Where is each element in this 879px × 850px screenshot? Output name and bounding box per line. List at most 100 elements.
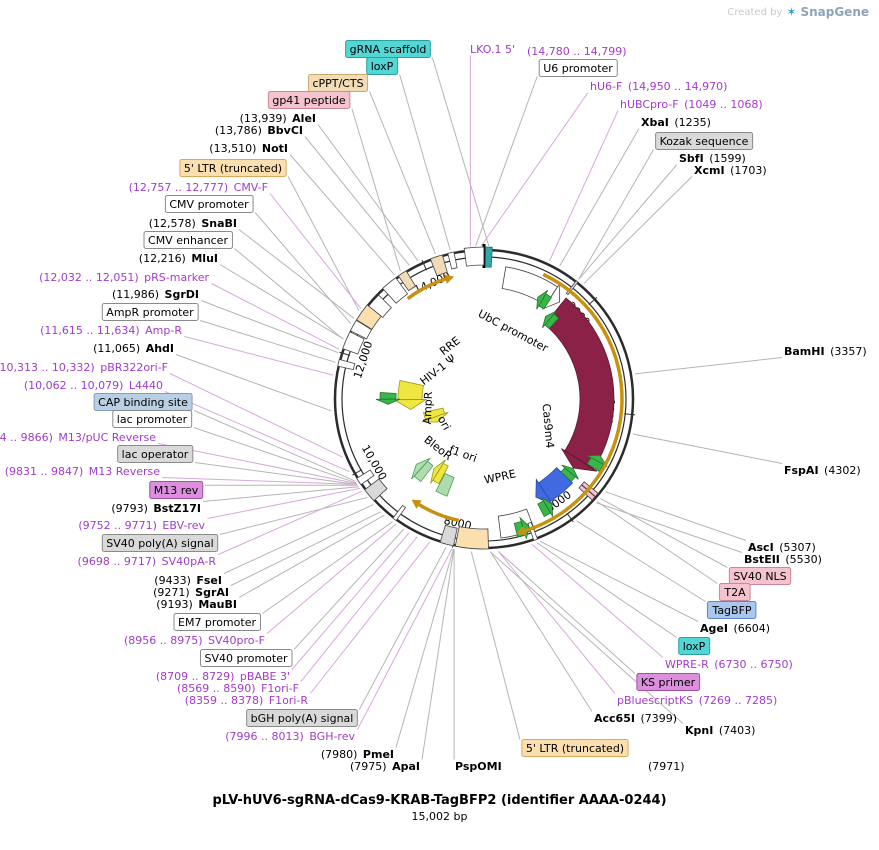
svg-text:(9433) FseI: (9433) FseI bbox=[154, 574, 222, 587]
svg-text:lac promoter: lac promoter bbox=[117, 413, 188, 426]
callout-tagbfp: TagBFP bbox=[706, 601, 757, 619]
feature-ori bbox=[423, 407, 446, 421]
feature-lac-region bbox=[356, 469, 375, 486]
tick-mark bbox=[421, 259, 428, 271]
callout-pmei: (7980) PmeI bbox=[321, 748, 394, 761]
svg-text:(11,986) SgrDI: (11,986) SgrDI bbox=[112, 288, 199, 301]
feature-green-2 bbox=[544, 313, 560, 330]
callout-f1ori-f: (8569 .. 8590) F1ori-F bbox=[177, 682, 299, 695]
feature-green-7 bbox=[379, 392, 397, 400]
svg-text:hU6-F (14,950 .. 14,970): hU6-F (14,950 .. 14,970) bbox=[590, 80, 727, 93]
inner-label-wpre: WPRE bbox=[483, 467, 517, 486]
leader-line bbox=[193, 410, 355, 482]
callout-sgrdi: (11,986) SgrDI bbox=[112, 288, 199, 301]
leader-line bbox=[605, 491, 747, 541]
feature-green-5-arrowhead bbox=[541, 497, 554, 517]
svg-text:AscI (5307): AscI (5307) bbox=[748, 541, 816, 554]
svg-text:cPPT/CTS: cPPT/CTS bbox=[312, 77, 363, 90]
callout-alei: (13,939) AleI bbox=[240, 112, 316, 125]
leader-line bbox=[238, 514, 385, 598]
inner-label-ori: ori bbox=[435, 414, 453, 433]
svg-text:loxP: loxP bbox=[683, 640, 706, 653]
leader-line bbox=[597, 501, 718, 584]
callout-apai: (7975) ApaI bbox=[350, 760, 420, 773]
svg-text:BstEII (5530): BstEII (5530) bbox=[744, 553, 822, 566]
svg-text:U6 promoter: U6 promoter bbox=[543, 62, 613, 75]
svg-text:5' LTR (truncated): 5' LTR (truncated) bbox=[184, 162, 282, 175]
callout-bbvci: (13,786) BbvCI bbox=[215, 124, 303, 137]
label-box bbox=[101, 534, 219, 552]
svg-text:BamHI (3357): BamHI (3357) bbox=[784, 345, 867, 358]
svg-text:pBluescriptKS (7269 .. 7285): pBluescriptKS (7269 .. 7285) bbox=[617, 694, 777, 707]
leader-line bbox=[175, 354, 332, 412]
label-box bbox=[706, 601, 757, 619]
callout-u6-promoter: U6 promoter bbox=[538, 59, 618, 77]
leader-line bbox=[549, 110, 619, 261]
feature-gp41-peptide bbox=[397, 270, 417, 292]
callout-f1ori-r: (8359 .. 8378) F1ori-R bbox=[185, 694, 309, 707]
svg-text:(13,786) BbvCI: (13,786) BbvCI bbox=[215, 124, 303, 137]
callout-sv40pa-r: (9698 .. 9717) SV40pA-R bbox=[78, 555, 217, 568]
feature-gold-2-arrowhead bbox=[516, 526, 527, 536]
feature-grna-scaffold bbox=[484, 246, 493, 268]
leader-line bbox=[234, 248, 344, 340]
leader-line bbox=[202, 486, 359, 502]
leader-line bbox=[287, 176, 360, 311]
label-box bbox=[718, 583, 751, 601]
feature-bgh-polya bbox=[439, 524, 458, 547]
callout-sbfi: SbfI (1599) bbox=[679, 152, 746, 165]
svg-text:XcmI (1703): XcmI (1703) bbox=[694, 164, 767, 177]
label-box bbox=[521, 739, 629, 757]
svg-text:M13 rev: M13 rev bbox=[154, 484, 199, 497]
callout-noti: (13,510) NotI bbox=[209, 142, 288, 155]
callout-pspomi: PspOMI bbox=[455, 760, 502, 773]
svg-text:AmpR promoter: AmpR promoter bbox=[106, 306, 194, 319]
svg-text:lac operator: lac operator bbox=[122, 448, 189, 461]
label-box bbox=[173, 613, 261, 631]
svg-text:(8956 .. 8975) SV40pro-F: (8956 .. 8975) SV40pro-F bbox=[124, 634, 265, 647]
callout-hu6-f: hU6-F (14,950 .. 14,970) bbox=[590, 80, 727, 93]
callout-cap-binding-site: CAP binding site bbox=[93, 393, 193, 411]
tick-mark bbox=[352, 469, 363, 476]
callout-14-780-14-799: (14,780 .. 14,799) bbox=[527, 45, 627, 58]
leader-line bbox=[254, 212, 352, 325]
leader-line bbox=[317, 124, 419, 262]
snapgene-logo-icon: ✶ bbox=[786, 5, 797, 19]
leader-line bbox=[497, 550, 636, 674]
tick-mark bbox=[566, 512, 574, 523]
leader-line bbox=[531, 543, 664, 658]
inner-label-cas9m4: Cas9m4 bbox=[540, 403, 557, 449]
leader-line bbox=[578, 164, 678, 280]
leader-line bbox=[193, 427, 357, 484]
svg-text:(9698 .. 9717) SV40pA-R: (9698 .. 9717) SV40pA-R bbox=[78, 555, 217, 568]
feature-green-5 bbox=[537, 500, 552, 518]
svg-text:(12,578) SnaBI: (12,578) SnaBI bbox=[149, 217, 237, 230]
svg-text:(10,062 .. 10,079) L4440: (10,062 .. 10,079) L4440 bbox=[24, 379, 163, 392]
callout-bgh-poly-a-signal: bGH poly(A) signal bbox=[246, 709, 358, 727]
feature-green-7-arrowhead bbox=[375, 398, 401, 405]
leader-line bbox=[497, 551, 616, 694]
svg-text:(11,615 .. 11,634) Amp-R: (11,615 .. 11,634) Amp-R bbox=[40, 324, 182, 337]
callout-loxp: loxP bbox=[678, 637, 711, 655]
svg-text:gRNA scaffold: gRNA scaffold bbox=[350, 43, 427, 56]
callout-fspai: FspAI (4302) bbox=[784, 464, 861, 477]
callout-lines bbox=[158, 55, 783, 760]
leader-line bbox=[304, 136, 410, 266]
callout-sv40-promoter: SV40 promoter bbox=[199, 649, 293, 667]
svg-text:PspOMI: PspOMI bbox=[455, 760, 502, 773]
feature-loxp-1 bbox=[447, 251, 458, 270]
svg-text:(13,510) NotI: (13,510) NotI bbox=[209, 142, 288, 155]
svg-text:FspAI (4302): FspAI (4302) bbox=[784, 464, 861, 477]
leader-line bbox=[291, 532, 410, 670]
leader-line bbox=[480, 92, 589, 247]
svg-text:XbaI (1235): XbaI (1235) bbox=[641, 116, 711, 129]
label-box bbox=[117, 445, 194, 463]
svg-text:(10,313 .. 10,332) pBR322ori-F: (10,313 .. 10,332) pBR322ori-F bbox=[0, 361, 168, 374]
leader-line bbox=[399, 74, 451, 250]
leader-line bbox=[600, 498, 728, 568]
callout-xcmi: XcmI (1703) bbox=[694, 164, 767, 177]
feature-em7-promoter bbox=[392, 504, 407, 522]
svg-text:(12,757 .. 12,777) CMV-F: (12,757 .. 12,777) CMV-F bbox=[129, 181, 268, 194]
leader-line bbox=[269, 193, 362, 309]
